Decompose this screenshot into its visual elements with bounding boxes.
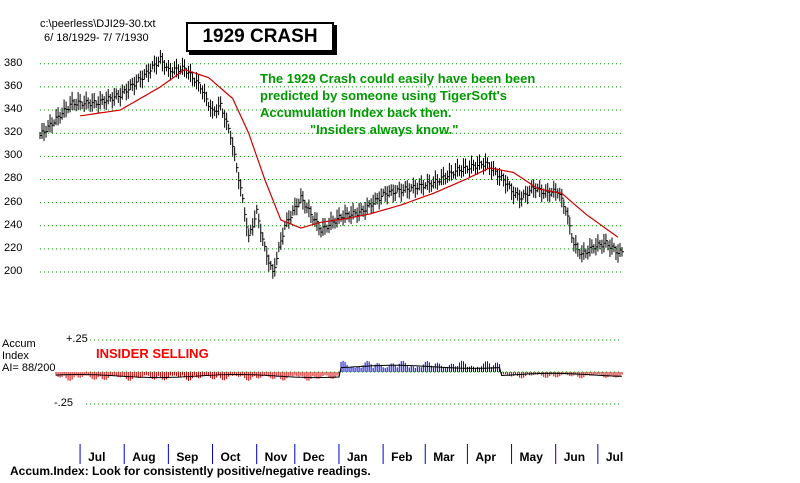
accum-smooth-line <box>56 364 622 379</box>
chart-title: 1929 CRASH <box>186 22 334 52</box>
x-tick-label: Apr <box>475 450 497 464</box>
moving-average-line <box>80 68 619 238</box>
accum-lower-label: -.25 <box>54 397 73 409</box>
x-tick-label: Sep <box>176 450 199 464</box>
y-tick-label: 340 <box>4 103 23 116</box>
x-tick-label: May <box>519 450 543 464</box>
x-tick-label: Mar <box>433 450 455 464</box>
insider-selling-label: INSIDER SELLING <box>96 346 209 361</box>
annotation-line-3: Accumulation Index back then. <box>260 105 452 120</box>
y-tick-label: 220 <box>4 241 23 254</box>
file-path: c:\peerless\DJI29-30.txt <box>40 18 156 30</box>
y-tick-label: 260 <box>4 195 23 208</box>
annotation-block: The 1929 Crash could easily have been be… <box>260 70 620 138</box>
index-label: Index <box>2 350 29 362</box>
x-tick-label: Jun <box>563 450 586 464</box>
footer-note: Accum.Index: Look for consistently posit… <box>10 464 371 478</box>
x-tick-label: Jul <box>605 450 624 464</box>
x-tick-label: Feb <box>391 450 413 464</box>
y-tick-label: 320 <box>4 126 23 139</box>
y-tick-label: 280 <box>4 172 23 185</box>
x-tick-label: Aug <box>132 450 156 464</box>
annotation-line-4: "Insiders always know." <box>310 122 459 137</box>
price-bars <box>39 49 624 279</box>
x-tick-label: Jan <box>346 450 368 464</box>
x-tick-label: Nov <box>264 450 288 464</box>
x-tick-label: Jul <box>88 450 106 464</box>
y-tick-label: 240 <box>4 218 23 231</box>
accum-label: Accum <box>2 338 36 350</box>
accum-upper-label: +.25 <box>66 333 88 345</box>
accum-bars <box>55 360 623 381</box>
annotation-line-1: The 1929 Crash could easily have been be… <box>260 71 536 86</box>
y-tick-label: 300 <box>4 149 23 162</box>
x-tick-label: Dec <box>302 450 325 464</box>
y-tick-label: 200 <box>4 265 23 277</box>
date-range: 6/ 18/1929- 7/ 7/1930 <box>44 32 149 44</box>
x-tick-label: Oct <box>220 450 241 464</box>
x-axis-ticks <box>79 444 599 464</box>
ai-reading: AI= 88/200 <box>2 362 56 374</box>
accum-gridlines <box>86 339 622 405</box>
y-tick-label: 360 <box>4 79 23 92</box>
y-tick-label: 380 <box>4 56 23 69</box>
annotation-line-2: predicted by someone using TigerSoft's <box>260 88 508 103</box>
